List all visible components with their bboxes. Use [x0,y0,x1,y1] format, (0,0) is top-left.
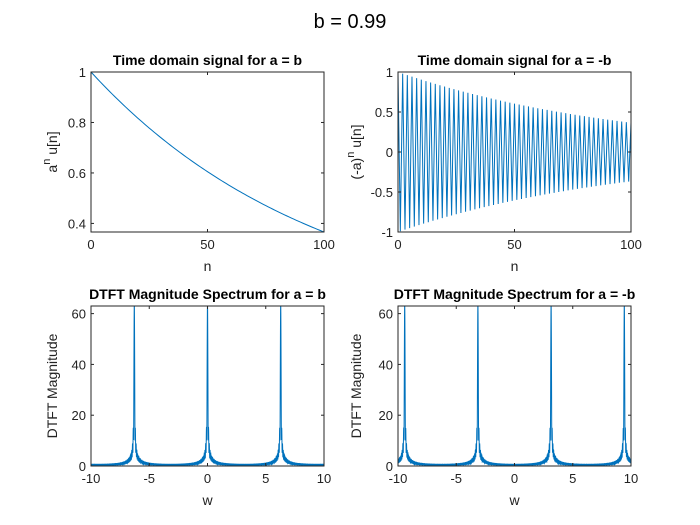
y-tick-label: 40 [379,357,393,372]
x-axis-label: n [204,258,212,274]
y-tick-label: -1 [381,225,393,240]
x-axis-label: w [201,492,213,508]
y-tick-label: 60 [72,307,86,322]
series-line [398,306,631,466]
y-axis-label-base: a [44,165,60,173]
subplot-2: 0 50 100 -1 -0.5 0 0.5 1 Time domain signal for … [345,52,642,274]
y-tick-label: 0 [386,459,393,474]
y-axis-label: DTFT Magnitude [348,333,364,438]
y-tick-label: -0.5 [371,185,393,200]
axes-frame [90,71,325,233]
y-tick-label: 40 [72,357,86,372]
x-axis-label: w [508,492,520,508]
y-axis-label-sup: n [345,152,357,158]
y-tick-label: 0 [386,145,393,160]
x-tick-label: 5 [569,471,576,486]
y-tick-label: 1 [79,65,86,80]
x-tick-label: 100 [620,237,642,252]
x-tick-label: -10 [389,471,408,486]
y-tick-label: 20 [379,408,393,423]
series-line [91,72,324,232]
series-line [91,306,324,466]
subplot-title: Time domain signal for a = b [113,52,302,68]
y-axis-label-rest: u[n] [348,124,364,151]
x-tick-label: -5 [143,471,155,486]
axes-frame [397,305,632,467]
x-tick-label: 0 [511,471,518,486]
y-tick-label: 0.5 [375,105,393,120]
x-tick-label: 50 [507,237,521,252]
x-tick-label: -10 [82,471,101,486]
x-tick-label: 10 [624,471,638,486]
series-line [398,72,631,232]
subplot-title: Time domain signal for a = -b [418,52,612,68]
y-axis-label: an u[n] [41,131,60,172]
y-axis-label-base: (-a) [348,158,364,180]
x-tick-label: 0 [204,471,211,486]
subplot-title: DTFT Magnitude Spectrum for a = -b [394,286,636,302]
x-axis-label: n [511,258,519,274]
y-axis-label-rest: u[n] [44,131,60,158]
subplot-title: DTFT Magnitude Spectrum for a = b [89,286,326,302]
y-axis-label: DTFT Magnitude [44,333,60,438]
x-tick-label: 10 [317,471,331,486]
y-axis-label: (-a)n u[n] [345,124,364,179]
y-tick-label: 0.6 [68,166,86,181]
y-tick-label: 20 [72,408,86,423]
subplot-1: 0 50 100 0.4 0.6 0.8 1 Time domain signal for a… [41,52,335,274]
y-tick-label: 60 [379,307,393,322]
y-axis-label-sup: n [41,159,53,165]
x-tick-label: 0 [394,237,401,252]
y-tick-label: 1 [386,65,393,80]
y-tick-label: 0.8 [68,115,86,130]
x-tick-label: -5 [450,471,462,486]
x-tick-label: 100 [313,237,335,252]
y-tick-label: 0.4 [68,216,86,231]
x-tick-label: 50 [200,237,214,252]
y-tick-label: 0 [79,459,86,474]
figure-title: b = 0.99 [314,11,387,33]
x-tick-label: 0 [87,237,94,252]
x-tick-label: 5 [262,471,269,486]
